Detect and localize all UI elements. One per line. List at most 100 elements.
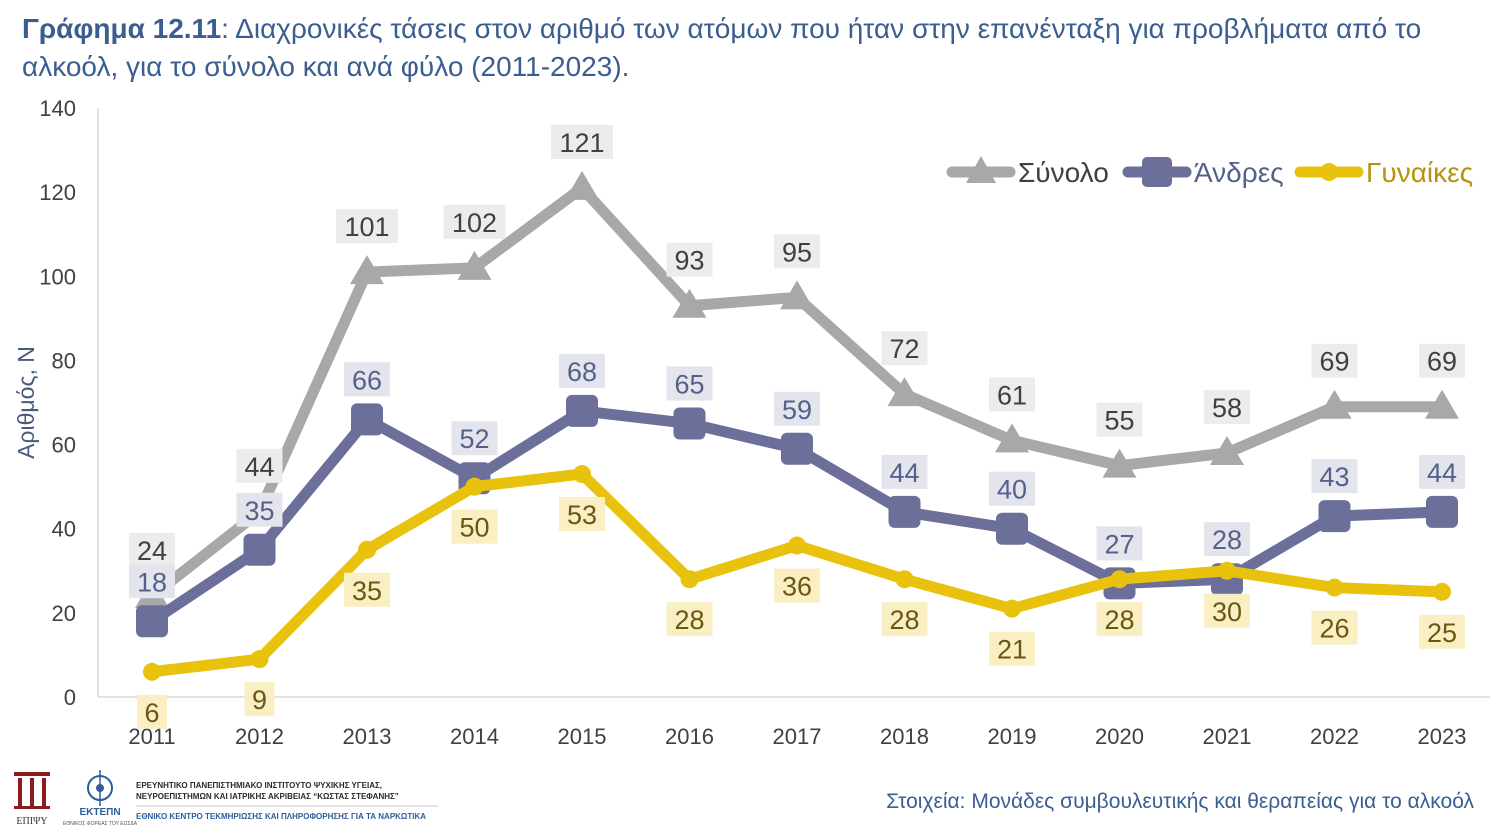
data-label-women: 35 [352, 576, 382, 606]
x-tick-label: 2023 [1418, 724, 1467, 749]
institute-line-1: ΕΡΕΥΝΗΤΙΚΟ ΠΑΝΕΠΙΣΤΗΜΙΑΚΟ ΙΝΣΤΙΤΟΥΤΟ ΨΥΧ… [136, 781, 382, 790]
data-label-men: 40 [997, 475, 1027, 505]
data-label-bg-men [559, 353, 605, 388]
data-point-men [1318, 500, 1351, 533]
x-tick-label: 2015 [558, 724, 607, 749]
data-label-women: 9 [252, 685, 267, 715]
legend-marker-women [1320, 163, 1338, 181]
data-label-women: 50 [459, 513, 489, 543]
y-tick-label: 80 [52, 348, 76, 373]
y-tick-label: 120 [39, 180, 76, 205]
chart-title: Γράφημα 12.11: Διαχρονικές τάσεις στον α… [22, 10, 1462, 86]
institute-name: ΕΡΕΥΝΗΤΙΚΟ ΠΑΝΕΠΙΣΤΗΜΙΑΚΟ ΙΝΣΤΙΤΟΥΤΟ ΨΥΧ… [136, 780, 466, 802]
y-tick-label: 60 [52, 433, 76, 458]
data-label-total: 101 [344, 212, 389, 242]
x-tick-label: 2014 [450, 724, 499, 749]
data-point-men [243, 533, 276, 566]
data-label-bg-men [1204, 522, 1250, 557]
data-point-men [996, 512, 1028, 545]
data-point-men [566, 394, 598, 427]
data-label-bg-women [559, 497, 605, 532]
data-label-total: 102 [452, 208, 497, 238]
data-label-men: 27 [1104, 529, 1134, 559]
y-tick-label: 100 [39, 264, 76, 289]
data-point-women [250, 650, 269, 669]
data-point-total [1210, 435, 1244, 465]
data-label-women: 36 [782, 572, 812, 602]
data-label-bg-total [881, 331, 928, 366]
legend-marker-men [1142, 157, 1172, 187]
data-point-women [358, 540, 376, 559]
data-label-men: 18 [137, 567, 167, 597]
data-point-women [573, 465, 591, 484]
footer-logos: ΕΠΙΨΥ ΕΚΤΕΠΝ ΕΘΝΙΚΟΣ ΦΟΡΕΑΣ ΤΟΥ ΕΩΣΔΑ [14, 770, 438, 827]
data-label-women: 30 [1212, 597, 1242, 627]
data-label-women: 53 [567, 500, 597, 530]
x-tick-label: 2020 [1095, 724, 1144, 749]
data-label-men: 44 [1427, 458, 1457, 488]
source-note: Στοιχεία: Μονάδες συμβουλευτικής και θερ… [886, 790, 1474, 813]
data-point-total [1317, 389, 1352, 419]
x-tick-label: 2013 [343, 724, 392, 749]
data-point-women [895, 570, 914, 589]
data-point-women [680, 570, 699, 589]
y-axis-title: Αριθμός, Ν [13, 346, 39, 459]
data-label-total: 44 [244, 452, 274, 482]
data-label-total: 58 [1212, 393, 1242, 423]
data-label-bg-women [989, 631, 1035, 666]
data-label-bg-women [666, 602, 713, 637]
data-point-total [780, 280, 814, 310]
x-tick-label: 2012 [235, 724, 284, 749]
data-label-bg-total [551, 124, 613, 159]
data-label-women: 28 [1104, 605, 1134, 635]
data-label-bg-women [881, 602, 928, 637]
data-label-bg-total [236, 448, 283, 483]
data-label-bg-women [344, 572, 390, 607]
x-tick-label: 2018 [880, 724, 929, 749]
data-label-bg-men [881, 454, 928, 489]
x-tick-label: 2019 [988, 724, 1037, 749]
data-label-bg-men [1419, 454, 1465, 489]
data-point-women [1003, 599, 1021, 618]
data-point-women [1433, 582, 1451, 601]
data-point-men [673, 407, 706, 440]
data-label-bg-women [451, 509, 498, 544]
data-point-total [1102, 448, 1137, 478]
data-point-women [1110, 570, 1129, 589]
y-tick-label: 20 [52, 601, 76, 626]
data-label-bg-women [774, 568, 820, 603]
data-label-bg-total [443, 204, 506, 239]
legend-label-women: Γυναίκες [1366, 157, 1473, 188]
data-label-men: 65 [674, 370, 704, 400]
data-point-total [1425, 389, 1459, 419]
data-label-women: 21 [997, 635, 1027, 665]
data-label-total: 55 [1104, 406, 1134, 436]
data-label-bg-total [1096, 402, 1143, 437]
data-label-bg-men [989, 471, 1035, 506]
data-point-total [887, 377, 922, 407]
data-point-total [350, 255, 384, 285]
x-tick-label: 2022 [1310, 724, 1359, 749]
data-label-bg-men [1311, 459, 1358, 494]
data-point-men [781, 432, 813, 465]
data-label-women: 28 [674, 605, 704, 635]
data-label-bg-women [137, 694, 167, 729]
data-label-total: 69 [1427, 347, 1457, 377]
data-point-women [1325, 578, 1344, 597]
ektepn-logo-subtext: ΕΘΝΙΚΟΣ ΦΟΡΕΑΣ ΤΟΥ ΕΩΣΔΑ [63, 821, 138, 827]
y-tick-label: 40 [52, 517, 76, 542]
epipsy-logo-text: ΕΠΙΨΥ [16, 816, 47, 827]
data-label-total: 93 [674, 246, 704, 276]
data-point-women [788, 536, 806, 555]
data-label-total: 24 [137, 536, 167, 566]
data-point-total [995, 423, 1029, 453]
legend-label-men: Άνδρες [1194, 157, 1284, 188]
series-lines [135, 170, 1459, 681]
data-label-total: 61 [997, 380, 1027, 410]
data-point-women [465, 477, 484, 496]
data-label-women: 6 [144, 698, 159, 728]
data-label-bg-total [1419, 343, 1465, 378]
